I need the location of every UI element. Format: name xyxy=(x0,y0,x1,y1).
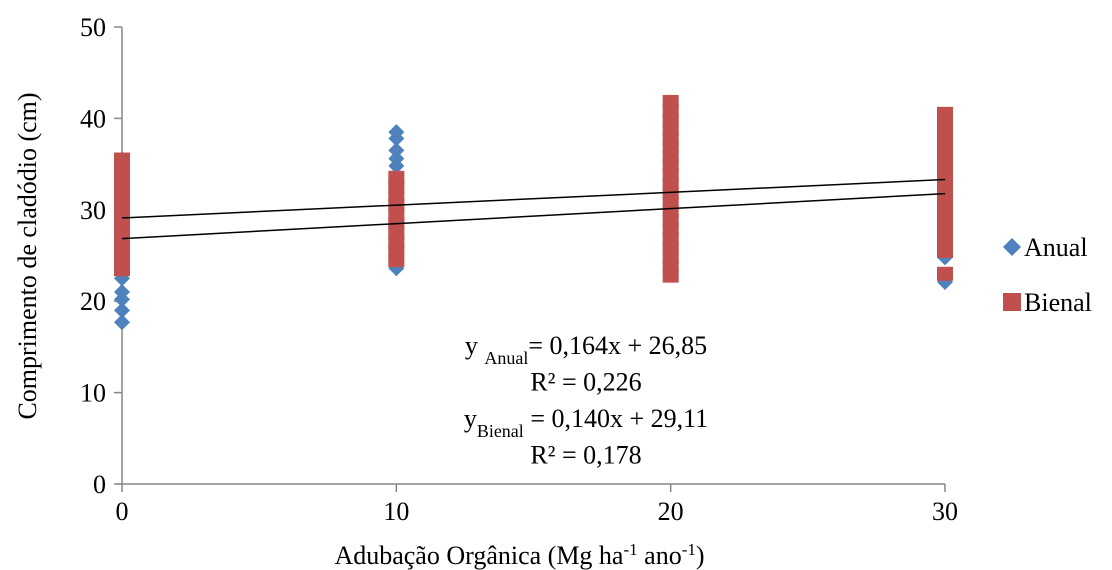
text-part: = 0,164x + 26,85 xyxy=(528,331,707,360)
x-tick-label: 10 xyxy=(383,497,409,526)
text-part: Adubação Orgânica (Mg ha xyxy=(334,541,623,570)
legend-label: Bienal xyxy=(1024,288,1092,317)
x-axis-label: Adubação Orgânica (Mg ha-1 ano-1) xyxy=(334,540,704,570)
text-part: ) xyxy=(696,541,705,570)
text-part: -1 xyxy=(682,540,696,559)
x-tick-label: 20 xyxy=(658,497,684,526)
point xyxy=(937,266,953,281)
equation: y Anual= 0,164x + 26,85 xyxy=(465,331,707,368)
point xyxy=(388,150,405,167)
trendline xyxy=(121,192,946,240)
point xyxy=(388,170,405,185)
point xyxy=(114,284,130,301)
point xyxy=(114,314,130,331)
text-part: R² = 0,178 xyxy=(530,441,641,470)
y-tick-label: 20 xyxy=(80,287,106,316)
trendline xyxy=(121,178,946,219)
text-part: y xyxy=(464,404,477,433)
y-tick-label: 50 xyxy=(80,13,106,42)
y-tick-label: 10 xyxy=(80,379,106,408)
legend-label: Anual xyxy=(1024,233,1088,262)
x-tick-label: 30 xyxy=(932,497,958,526)
point xyxy=(388,142,405,159)
legend-marker xyxy=(1003,293,1021,311)
point xyxy=(114,152,130,167)
y-axis-label: Comprimento de cladódio (cm) xyxy=(13,92,42,419)
y-tick-label: 40 xyxy=(80,104,106,133)
equation: yBienal = 0,140x + 29,11 xyxy=(464,404,708,441)
text-part: Anual xyxy=(484,348,528,368)
equation: R² = 0,226 xyxy=(530,368,641,397)
y-tick-label: 30 xyxy=(80,196,106,225)
point xyxy=(114,302,130,319)
text-part: y xyxy=(465,331,485,360)
text-part: ano xyxy=(638,541,682,570)
x-tick-label: 0 xyxy=(116,497,129,526)
point xyxy=(662,94,679,109)
text-part: -1 xyxy=(623,540,637,559)
point xyxy=(937,106,953,121)
text-part: R² = 0,226 xyxy=(530,368,641,397)
legend-marker xyxy=(1003,238,1021,256)
y-tick-label: 0 xyxy=(93,470,106,499)
text-part: Bienal xyxy=(477,421,524,441)
point xyxy=(388,124,405,141)
text-part: = 0,140x + 29,11 xyxy=(524,404,708,433)
equation: R² = 0,178 xyxy=(530,441,641,470)
